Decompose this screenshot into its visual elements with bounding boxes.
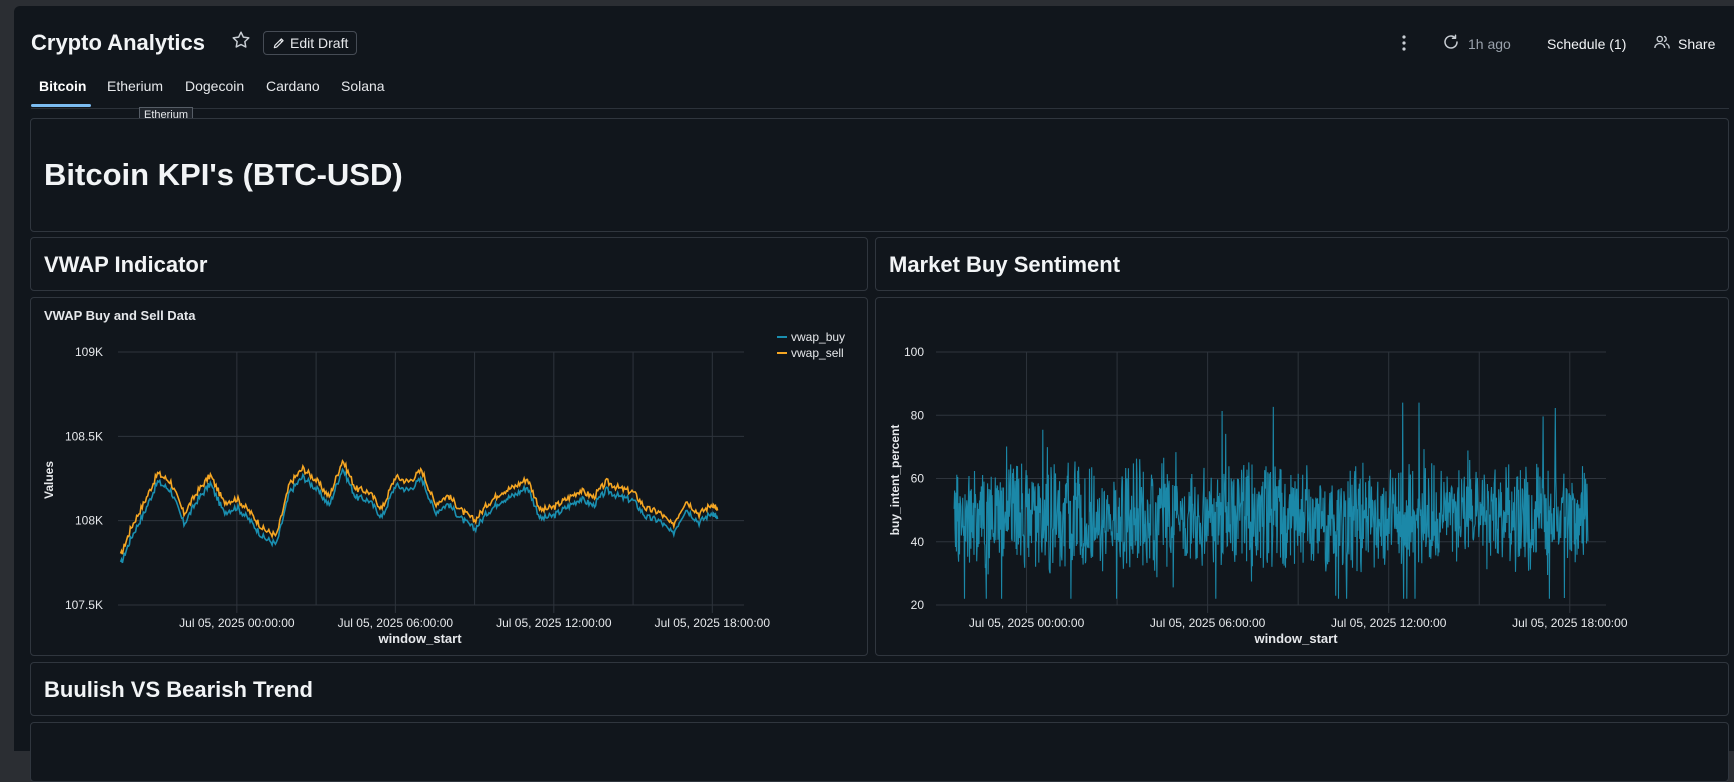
- sentiment-ytick-label: 40: [911, 535, 925, 549]
- edit-draft-button[interactable]: Edit Draft: [263, 31, 358, 55]
- vwap-ylabel: Values: [42, 461, 56, 499]
- pencil-icon: [273, 38, 284, 49]
- vwap-xtick-label: Jul 05, 2025 18:00:00: [655, 616, 771, 630]
- share-button[interactable]: Share: [1678, 36, 1716, 52]
- share-users-icon[interactable]: [1653, 33, 1671, 51]
- vwap-section-card: VWAP Indicator: [30, 237, 868, 291]
- dashboard-app: Crypto Analytics Edit Draft 1h ago Sched…: [14, 6, 1734, 782]
- sentiment-section-card: Market Buy Sentiment: [875, 237, 1729, 291]
- coin-tabs: Bitcoin Etherium Dogecoin Cardano Solana: [31, 68, 1729, 109]
- more-options-icon[interactable]: [1396, 33, 1412, 53]
- tab-solana[interactable]: Solana: [341, 78, 385, 94]
- vwap-series-vwap-buy: [119, 467, 719, 564]
- active-tab-indicator: [31, 104, 91, 107]
- sentiment-ylabel: buy_intent_percent: [888, 425, 902, 536]
- kpi-header-card: Bitcoin KPI's (BTC-USD): [30, 118, 1729, 232]
- tab-etherium[interactable]: Etherium: [107, 78, 164, 94]
- vwap-ytick-label: 109K: [75, 345, 103, 359]
- tab-dogecoin[interactable]: Dogecoin: [185, 78, 245, 94]
- schedule-button[interactable]: Schedule (1): [1547, 36, 1627, 52]
- edit-draft-label: Edit Draft: [290, 35, 349, 51]
- tab-bitcoin[interactable]: Bitcoin: [39, 78, 87, 94]
- sentiment-xtick-label: Jul 05, 2025 12:00:00: [1331, 616, 1447, 630]
- vwap-chart-title: VWAP Buy and Sell Data: [44, 308, 196, 323]
- vwap-ytick-label: 108K: [75, 514, 103, 528]
- sentiment-chart: 20 40 60 80 100 Jul 05, 2025 00:00:00 Jul 05, …: [888, 345, 1628, 646]
- vwap-chart: 107.5K 108K 108.5K 109K Jul 05, 2025 00:00:0…: [42, 330, 845, 646]
- vwap-series-vwap-sell: [119, 458, 719, 555]
- sentiment-ytick-label: 20: [911, 598, 925, 612]
- vwap-xtick-label: Jul 05, 2025 12:00:00: [496, 616, 612, 630]
- vwap-xtick-label: Jul 05, 2025 00:00:00: [179, 616, 295, 630]
- dashboard-title: Crypto Analytics: [31, 30, 206, 55]
- sentiment-xtick-label: Jul 05, 2025 00:00:00: [969, 616, 1085, 630]
- vwap-section-title: VWAP Indicator: [44, 252, 208, 277]
- vwap-xtick-label: Jul 05, 2025 06:00:00: [338, 616, 454, 630]
- sentiment-ytick-label: 100: [904, 345, 924, 359]
- trend-section-card: Buulish VS Bearish Trend: [30, 662, 1729, 716]
- trend-section-title: Buulish VS Bearish Trend: [44, 677, 313, 702]
- sentiment-chart-card: 20 40 60 80 100 Jul 05, 2025 00:00:00 Jul 05, …: [875, 297, 1729, 656]
- tab-cardano[interactable]: Cardano: [266, 78, 320, 94]
- vwap-ytick-label: 108.5K: [65, 429, 103, 443]
- refresh-icon[interactable]: [1442, 33, 1460, 51]
- sentiment-xtick-label: Jul 05, 2025 06:00:00: [1150, 616, 1266, 630]
- sentiment-ytick-label: 80: [911, 408, 925, 422]
- sentiment-xtick-label: Jul 05, 2025 18:00:00: [1512, 616, 1628, 630]
- vwap-legend-label: vwap_buy: [791, 330, 845, 344]
- star-icon[interactable]: [230, 29, 252, 51]
- dashboard-header: Crypto Analytics Edit Draft 1h ago Sched…: [31, 24, 1734, 64]
- sentiment-xlabel: window_start: [1253, 631, 1338, 646]
- vwap-ytick-label: 107.5K: [65, 598, 103, 612]
- kpi-title: Bitcoin KPI's (BTC-USD): [44, 157, 403, 192]
- sentiment-series-buy-intent: [953, 402, 1589, 599]
- refresh-timestamp: 1h ago: [1468, 36, 1511, 52]
- vwap-chart-card: VWAP Buy and Sell Data 107.5K 108K 108.5K 1…: [30, 297, 868, 656]
- sentiment-ytick-label: 60: [911, 472, 925, 486]
- vwap-xlabel: window_start: [377, 631, 462, 646]
- vwap-legend-label: vwap_sell: [791, 346, 844, 360]
- trend-chart-card: [30, 722, 1729, 782]
- sentiment-section-title: Market Buy Sentiment: [889, 252, 1121, 277]
